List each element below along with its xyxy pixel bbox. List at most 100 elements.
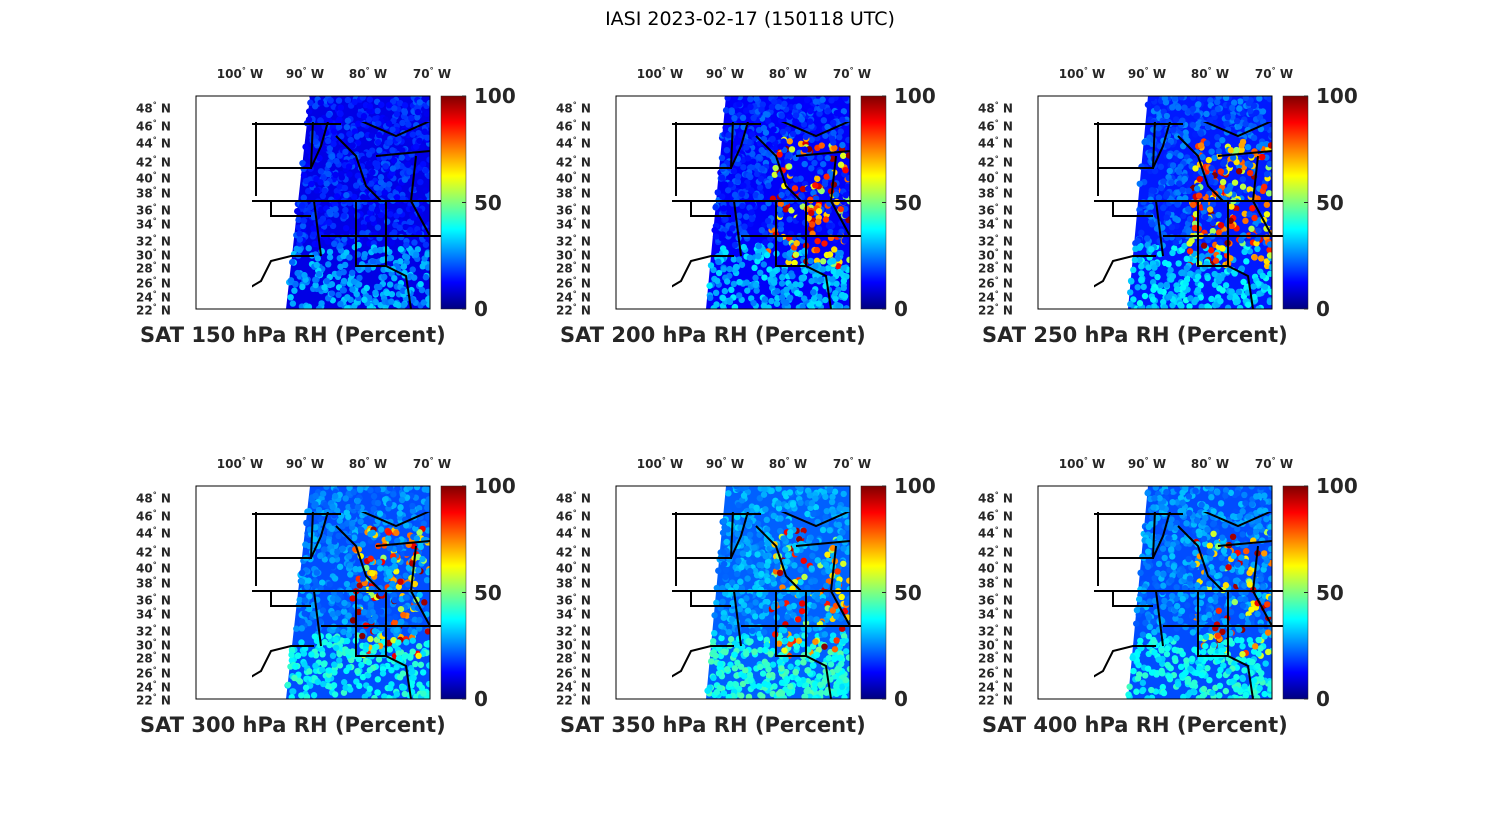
observation-point [413, 251, 420, 258]
observation-point [346, 562, 354, 569]
colorbar-tick-label: 100 [894, 474, 936, 498]
observation-point [1258, 669, 1265, 677]
observation-point [1168, 179, 1175, 186]
observation-point [340, 212, 348, 220]
observation-point [733, 570, 741, 578]
state-boundary [730, 512, 749, 559]
observation-point [764, 117, 772, 125]
observation-point [360, 608, 368, 616]
observation-point [1201, 200, 1209, 207]
observation-point [395, 650, 402, 657]
observation-point [807, 257, 814, 265]
observation-point [298, 639, 305, 646]
observation-point [748, 209, 755, 216]
observation-point [1209, 200, 1217, 208]
latitude-label: 40° N [556, 560, 591, 576]
observation-point [833, 637, 840, 644]
observation-point [833, 280, 840, 287]
observation-point [772, 164, 779, 172]
state-boundary [780, 512, 851, 528]
observation-point [352, 565, 359, 573]
observation-point [1128, 278, 1135, 285]
observation-point [340, 608, 348, 615]
observation-point [298, 578, 306, 585]
observation-point [287, 294, 294, 301]
observation-point [308, 180, 315, 188]
observation-point [409, 266, 416, 273]
observation-point [1219, 137, 1226, 144]
observation-point [387, 192, 394, 200]
observation-point [1189, 105, 1197, 113]
observation-point [1239, 176, 1247, 183]
observation-point [813, 651, 821, 659]
observation-point [725, 131, 732, 139]
observation-point [722, 567, 730, 574]
latitude-label: 26° N [556, 275, 591, 291]
observation-point [335, 123, 343, 131]
observation-point [416, 137, 423, 144]
state-boundary [270, 591, 311, 607]
colorbar-tick-label: 50 [474, 190, 502, 215]
observation-point [713, 689, 721, 696]
observation-point [750, 299, 757, 307]
observation-point [349, 142, 356, 149]
observation-point [396, 545, 403, 552]
observation-point [331, 575, 339, 582]
observation-point [376, 131, 383, 139]
observation-point [1172, 116, 1180, 123]
observation-point [307, 99, 314, 106]
observation-point [775, 486, 782, 492]
observation-point [1185, 206, 1192, 213]
observation-point [1211, 154, 1218, 162]
observation-point [804, 96, 811, 104]
panel-label: SAT 150 hPa RH (Percent) [140, 323, 446, 347]
observation-point [1163, 112, 1171, 120]
observation-point [381, 693, 388, 699]
colorbar-tick-label: 50 [1316, 190, 1344, 215]
observation-point [842, 648, 850, 655]
observation-point [1163, 281, 1170, 289]
observation-point [345, 586, 353, 594]
observation-point [402, 223, 409, 231]
observation-point [359, 673, 367, 681]
observation-point [735, 501, 742, 509]
observation-point [830, 119, 837, 126]
latitude-label: 38° N [556, 185, 591, 201]
observation-point [385, 529, 393, 536]
observation-point [788, 169, 795, 176]
observation-point [1214, 105, 1222, 113]
observation-point [298, 569, 306, 577]
state-boundary [310, 512, 329, 559]
observation-point [386, 139, 394, 146]
observation-point [349, 513, 357, 521]
observation-point [777, 200, 784, 208]
observation-point [758, 165, 766, 172]
observation-point [836, 643, 844, 651]
state-boundary [360, 512, 431, 528]
observation-point [378, 101, 385, 108]
observation-point [722, 181, 729, 188]
observation-point [386, 500, 393, 508]
observation-point [720, 205, 727, 212]
latitude-label: 36° N [136, 592, 171, 608]
observation-point [305, 245, 312, 252]
observation-point [376, 147, 383, 154]
observation-point [313, 261, 320, 269]
observation-point [317, 99, 324, 106]
observation-point [763, 516, 770, 524]
observation-point [803, 687, 810, 695]
observation-point [762, 506, 769, 513]
observation-point [738, 692, 745, 699]
observation-point [410, 674, 417, 682]
observation-point [318, 206, 325, 213]
observation-point [734, 549, 742, 556]
observation-point [418, 143, 426, 150]
observation-point [819, 96, 826, 103]
observation-point [720, 517, 728, 525]
observation-point [1228, 203, 1235, 210]
observation-point [816, 293, 823, 300]
observation-point [392, 613, 399, 621]
observation-point [366, 96, 374, 103]
observation-point [727, 181, 734, 188]
observation-point [726, 230, 733, 237]
